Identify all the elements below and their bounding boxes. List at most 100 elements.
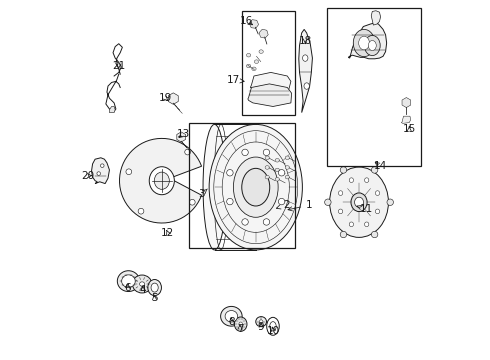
Ellipse shape [154,172,170,189]
Ellipse shape [275,177,279,181]
Ellipse shape [259,320,263,323]
Ellipse shape [259,50,263,53]
Text: 1: 1 [288,200,313,211]
Ellipse shape [355,197,364,207]
Polygon shape [371,11,381,25]
Ellipse shape [339,209,343,214]
Ellipse shape [242,219,248,225]
Ellipse shape [339,191,343,195]
Ellipse shape [149,167,174,195]
Ellipse shape [330,167,389,237]
Ellipse shape [254,60,259,63]
Ellipse shape [246,64,251,68]
Polygon shape [109,107,115,113]
Ellipse shape [278,170,285,176]
Polygon shape [250,72,291,93]
Ellipse shape [285,156,290,159]
Ellipse shape [340,231,347,238]
Ellipse shape [185,149,191,155]
Ellipse shape [365,36,380,55]
Ellipse shape [265,175,270,179]
Ellipse shape [304,83,309,89]
Text: 7: 7 [237,324,244,334]
Polygon shape [92,158,109,184]
Ellipse shape [234,317,247,331]
Text: 12: 12 [161,228,174,238]
Ellipse shape [97,172,100,175]
Text: 6: 6 [124,283,131,293]
Ellipse shape [349,222,354,227]
Ellipse shape [117,271,140,292]
Ellipse shape [349,178,354,183]
Ellipse shape [252,67,256,71]
Text: 5: 5 [151,293,158,303]
Ellipse shape [365,222,369,227]
Ellipse shape [263,149,270,156]
Ellipse shape [246,53,251,57]
Polygon shape [120,138,201,223]
Bar [242,12,295,116]
Ellipse shape [278,198,285,205]
Ellipse shape [285,175,290,179]
Ellipse shape [275,168,279,172]
Ellipse shape [263,219,270,225]
Polygon shape [299,30,313,113]
Ellipse shape [138,208,144,214]
Text: 3: 3 [198,189,207,199]
Ellipse shape [265,166,270,169]
Ellipse shape [270,321,276,331]
Text: 18: 18 [298,36,312,46]
Ellipse shape [368,41,376,50]
Ellipse shape [151,283,158,292]
Text: 9: 9 [258,322,265,332]
Ellipse shape [209,125,302,250]
Ellipse shape [387,199,393,206]
Ellipse shape [190,199,195,205]
Ellipse shape [225,311,238,322]
Ellipse shape [227,170,233,176]
Ellipse shape [371,231,378,238]
Ellipse shape [285,166,290,169]
Ellipse shape [242,149,248,156]
Ellipse shape [275,158,279,162]
Ellipse shape [375,209,380,214]
Ellipse shape [365,178,369,183]
Ellipse shape [132,275,152,293]
Bar [190,123,295,248]
Polygon shape [401,116,411,123]
Ellipse shape [100,164,104,167]
Text: 21: 21 [112,61,125,71]
Ellipse shape [340,167,347,173]
Ellipse shape [203,125,226,250]
Ellipse shape [351,193,367,212]
Ellipse shape [220,306,242,326]
Ellipse shape [239,322,243,326]
Text: 13: 13 [177,129,190,139]
Ellipse shape [371,167,378,173]
Ellipse shape [126,169,132,175]
Ellipse shape [353,30,375,57]
Ellipse shape [233,157,278,217]
Ellipse shape [302,55,308,61]
Text: 14: 14 [374,161,387,171]
Ellipse shape [325,199,331,206]
Text: 16: 16 [240,17,253,27]
Polygon shape [248,84,292,107]
Text: 4: 4 [140,285,147,296]
Ellipse shape [242,168,270,206]
Text: 10: 10 [267,326,280,336]
Text: 11: 11 [357,204,373,215]
Ellipse shape [122,275,135,287]
Ellipse shape [227,198,233,205]
Bar [327,8,421,166]
Text: 2: 2 [276,200,290,210]
Ellipse shape [148,279,161,296]
Ellipse shape [140,282,145,286]
Text: 8: 8 [228,317,235,327]
Ellipse shape [265,156,270,159]
Text: 17: 17 [227,75,244,85]
Text: 15: 15 [403,124,416,134]
Ellipse shape [375,191,380,195]
Ellipse shape [359,36,369,50]
Polygon shape [348,23,387,59]
